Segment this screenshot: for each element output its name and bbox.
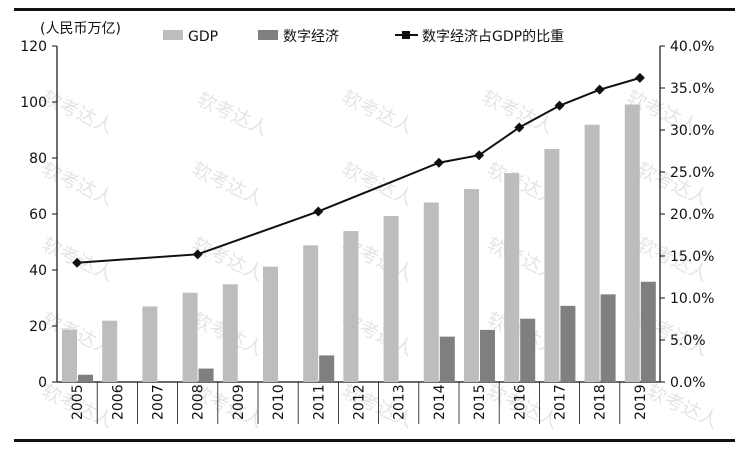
bar-gdp — [504, 173, 520, 382]
bar-digital-economy — [78, 374, 93, 382]
y-right-tick-label: 40.0% — [670, 39, 714, 55]
x-tick-label: 2011 — [311, 384, 327, 420]
watermark-text: 软考达人 — [338, 87, 416, 139]
y-left-tick-label: 80 — [29, 151, 47, 167]
legend-swatch-digital — [258, 30, 278, 40]
line-share-point — [474, 150, 485, 161]
x-tick-label: 2009 — [231, 384, 247, 420]
bar-digital-economy — [439, 336, 455, 382]
y-left-unit-label: (人民币万亿) — [40, 21, 121, 37]
watermark-text: 软考达人 — [188, 159, 266, 211]
bar-gdp — [303, 245, 319, 382]
y-left-tick-label: 20 — [29, 319, 47, 335]
bar-gdp — [383, 215, 399, 382]
line-share-point — [554, 100, 565, 111]
line-share-point — [433, 157, 444, 168]
bar-gdp — [343, 231, 359, 382]
bar-gdp — [544, 149, 560, 382]
bars-layer — [62, 104, 656, 383]
bar-gdp — [624, 104, 640, 383]
legend-marker-share — [402, 31, 410, 39]
bar-gdp — [584, 124, 600, 383]
line-share-point — [594, 84, 605, 95]
line-share-point — [514, 122, 525, 133]
watermark-text: 软考达人 — [38, 87, 116, 139]
bar-digital-economy — [520, 318, 536, 382]
x-tick-label: 2007 — [151, 384, 167, 420]
y-right-tick-label: 30.0% — [670, 123, 714, 139]
bar-gdp — [423, 202, 439, 382]
watermark-text: 软考达人 — [338, 159, 416, 211]
y-left-tick-label: 120 — [20, 39, 47, 55]
x-tick-label: 2017 — [553, 384, 569, 420]
x-tick-label: 2018 — [593, 384, 609, 420]
watermark-text: 软考达人 — [193, 89, 271, 141]
y-right-tick-label: 35.0% — [670, 81, 714, 97]
axes-layer — [52, 45, 665, 424]
line-layer — [72, 72, 645, 268]
bottom-rule — [14, 439, 735, 442]
legend-label-gdp: GDP — [188, 29, 218, 45]
x-tick-label: 2012 — [352, 384, 368, 420]
line-share-point — [313, 206, 324, 217]
top-rule — [14, 8, 735, 11]
x-tick-label: 2016 — [512, 384, 528, 420]
bar-gdp — [222, 284, 238, 382]
bar-digital-economy — [600, 294, 616, 382]
x-tick-label: 2006 — [110, 384, 126, 420]
legend-label-share: 数字经济占GDP的比重 — [422, 29, 564, 45]
y-right-tick-label: 25.0% — [670, 165, 714, 181]
bar-digital-economy — [640, 281, 656, 382]
y-left-tick-label: 60 — [29, 207, 47, 223]
x-tick-label: 2005 — [70, 384, 86, 420]
y-left-tick-label: 100 — [20, 95, 47, 111]
x-tick-label: 2008 — [191, 384, 207, 420]
x-tick-label: 2015 — [472, 384, 488, 420]
watermark-text: 软考达人 — [188, 234, 266, 286]
labels-layer: 0 20 40 60 80 100 120 0.0% 5.0% 10.0% 15.0% 20.0% 25… — [20, 39, 714, 420]
legend-label-digital: 数字经济 — [283, 29, 339, 45]
x-tick-label: 2013 — [392, 384, 408, 420]
bar-gdp — [102, 320, 118, 382]
line-share-point — [634, 72, 645, 83]
legend-swatch-gdp — [163, 30, 183, 40]
x-tick-label: 2010 — [271, 384, 287, 420]
bar-digital-economy — [198, 368, 214, 382]
x-tick-label: 2014 — [432, 384, 448, 420]
y-right-tick-label: 15.0% — [670, 249, 714, 265]
bar-digital-economy — [480, 329, 495, 382]
line-share-point — [192, 249, 203, 260]
bar-gdp — [464, 189, 479, 382]
x-tick-label: 2019 — [633, 384, 649, 420]
bar-gdp — [142, 306, 158, 382]
bar-digital-economy — [560, 305, 576, 382]
y-left-tick-label: 40 — [29, 263, 47, 279]
line-share-point — [72, 257, 83, 268]
y-right-tick-label: 10.0% — [670, 291, 714, 307]
bar-gdp — [263, 266, 278, 382]
legend: GDP 数字经济 数字经济占GDP的比重 — [163, 29, 564, 45]
watermark-text: 软考达人 — [38, 159, 116, 211]
bar-digital-economy — [319, 355, 335, 382]
y-right-tick-label: 20.0% — [670, 207, 714, 223]
bar-gdp — [182, 292, 198, 382]
y-left-tick-label: 0 — [38, 375, 47, 391]
y-right-tick-label: 5.0% — [670, 333, 706, 349]
y-right-tick-label: 0.0% — [670, 375, 706, 391]
bar-gdp — [62, 329, 77, 382]
